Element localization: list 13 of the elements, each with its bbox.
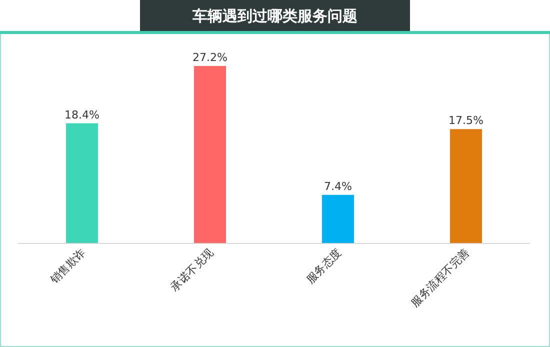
x-tick-label: 服务态度	[304, 246, 344, 286]
x-tick-label: 销售欺诈	[47, 246, 88, 287]
bar	[66, 123, 98, 243]
data-label: 27.2%	[192, 51, 228, 64]
chart-title: 车辆遇到过哪类服务问题	[192, 7, 358, 25]
x-tick-label: 服务流程不完善	[408, 246, 472, 310]
bar	[450, 129, 482, 243]
x-tick-label: 承诺不兑现	[168, 246, 216, 294]
data-label: 17.5%	[448, 114, 484, 128]
bar	[322, 194, 354, 243]
data-label: 18.4%	[64, 108, 100, 122]
bar	[194, 66, 226, 243]
data-label: 7.4%	[324, 180, 352, 193]
